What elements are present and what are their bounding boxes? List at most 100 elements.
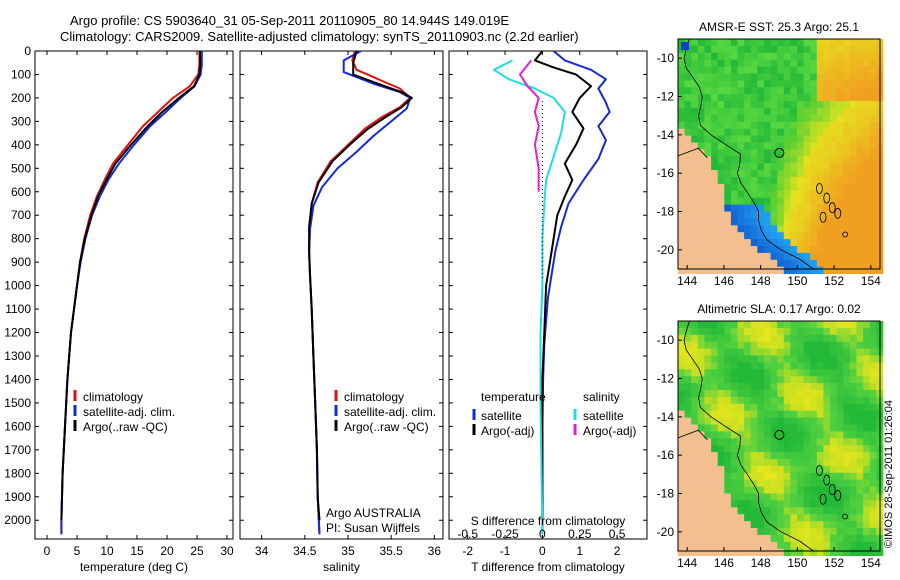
map-cell <box>843 59 851 67</box>
map-cell <box>849 39 857 47</box>
map-cell <box>863 39 871 47</box>
map-cell <box>704 362 712 370</box>
map-cell <box>843 472 851 481</box>
map-cell <box>816 403 824 412</box>
map-cell <box>730 445 738 453</box>
map-cell <box>849 493 857 501</box>
map-cell <box>836 500 844 508</box>
map-cell <box>836 66 844 74</box>
map-cell <box>823 239 831 247</box>
map-cell <box>836 376 844 384</box>
map-cell <box>763 87 771 95</box>
map-cell <box>770 246 778 254</box>
map-cell <box>777 362 785 370</box>
map-cell <box>678 348 685 356</box>
map-cell <box>684 163 692 171</box>
map-cell <box>770 225 778 233</box>
map-cell <box>803 156 811 164</box>
map-cell <box>730 204 738 212</box>
map-cell <box>830 252 838 261</box>
map-cell <box>711 548 719 556</box>
map-cell <box>711 348 719 356</box>
map-cell <box>777 232 785 240</box>
map-cell <box>770 452 778 460</box>
map-cell <box>737 465 745 474</box>
map-cell <box>678 431 685 439</box>
map-cell <box>744 163 752 171</box>
map-cell <box>730 410 738 418</box>
map-cell <box>790 190 798 199</box>
map-cell <box>684 190 692 199</box>
map-cell <box>763 218 771 226</box>
map-cell <box>843 396 851 405</box>
map-cell <box>737 472 745 481</box>
map-cell <box>823 128 831 136</box>
reef-outline <box>834 208 842 219</box>
map-cell <box>797 218 804 226</box>
map-cell <box>711 183 719 192</box>
map-cell <box>790 108 798 116</box>
map-cell <box>777 472 785 481</box>
map-cell <box>724 459 732 467</box>
map-cell <box>836 239 844 247</box>
map-cell <box>863 59 871 67</box>
map-cell <box>717 403 725 412</box>
map-cell <box>691 376 699 384</box>
map-cell <box>856 479 864 487</box>
map-cell <box>856 452 864 460</box>
map-cell <box>816 500 824 508</box>
map-cell <box>697 472 705 481</box>
map-cell <box>750 266 758 274</box>
map-cell <box>737 417 745 425</box>
map-cell <box>823 45 831 54</box>
map-cell <box>797 177 804 185</box>
map-cell <box>849 135 857 143</box>
map-cell <box>744 403 752 412</box>
map-cell <box>849 142 857 150</box>
map-cell <box>783 239 791 247</box>
map-cell <box>717 445 725 453</box>
map-cell <box>836 135 844 143</box>
map-cell <box>863 80 871 88</box>
map-cell <box>863 396 871 405</box>
map-cell <box>730 66 738 74</box>
map-cell <box>797 410 804 418</box>
map-cell <box>770 239 778 247</box>
map-cell <box>744 101 752 109</box>
map-cell <box>823 232 831 240</box>
map-cell <box>836 541 844 550</box>
map-cell <box>691 493 699 501</box>
map-cell <box>810 479 818 487</box>
map-cell <box>717 232 725 240</box>
map-cell <box>843 204 851 212</box>
map-cell <box>863 121 871 130</box>
map-cell <box>737 252 745 261</box>
map-cell <box>704 211 712 219</box>
map-cell <box>830 59 838 67</box>
map-cell <box>737 500 745 508</box>
map-cell <box>856 390 864 398</box>
map-cell <box>737 114 745 123</box>
x-tick-label: 148 <box>751 556 771 570</box>
map-cell <box>770 142 778 150</box>
map-cell <box>863 142 871 150</box>
map-cell <box>750 410 758 418</box>
map-cell <box>783 45 791 54</box>
map-cell <box>863 472 871 481</box>
map-cell <box>757 493 765 501</box>
map-cell <box>783 465 791 474</box>
map-cell <box>869 507 877 515</box>
x-tick-label-s: -0.5 <box>457 527 478 541</box>
map-cell <box>823 163 831 171</box>
map-cell <box>797 369 804 377</box>
map-cell <box>849 190 857 199</box>
map-cell <box>744 66 752 74</box>
map-cell <box>737 101 745 109</box>
map-cell <box>750 465 758 474</box>
map-cell <box>678 327 685 336</box>
map-cell <box>691 390 699 398</box>
map-cell <box>790 66 798 74</box>
map-cell <box>816 52 824 61</box>
map-cell <box>777 327 785 336</box>
map-cell <box>750 486 758 494</box>
